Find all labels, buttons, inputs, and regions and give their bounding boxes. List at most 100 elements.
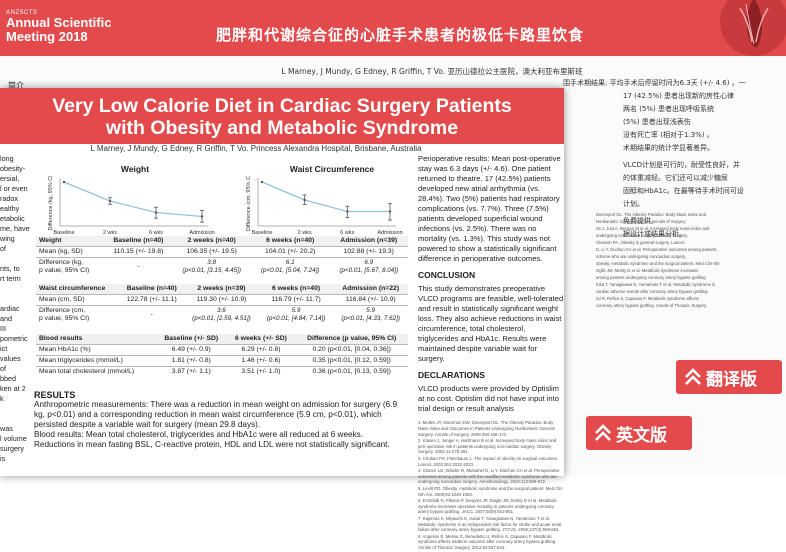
chart-x-tick-label: 6 wks xyxy=(340,230,354,236)
back-ref-line: Davenport DL. The Obesity Paradox: Body … xyxy=(596,212,707,217)
back-ref-line: Kisa T, Yanagisawa N, Yamamoto T et al. … xyxy=(596,282,716,287)
table-header-row: Blood results Baseline (+/- SD) 6 weeks … xyxy=(36,334,408,345)
results-section: RESULTS Anthropometric measurements: The… xyxy=(34,390,406,450)
table-header-cell: Waist circumference xyxy=(39,285,106,292)
table-cell: Mean total cholesterol (mmol/L) xyxy=(36,366,156,377)
back-text-line: 17 (42.5%) 患者出现新的房性心律 xyxy=(623,92,735,100)
table-row: Difference (kg, p value, 95% CI) - 3.8 (… xyxy=(36,257,408,276)
chart-point xyxy=(303,198,306,202)
back-poster-title: 肥胖和代谢综合征的心脏手术患者的极低卡路里饮食 xyxy=(215,26,584,44)
table-row: Difference (cm, p value, 95% CI) - 3.6 (… xyxy=(36,305,408,324)
table-cell: 106.35 (+/- 19.5) xyxy=(172,246,251,258)
back-ref-line: Gleason PA. Obesity in general surgery. … xyxy=(596,240,685,245)
left-column-fragment: nts, to xyxy=(0,264,20,273)
left-column-fragment: ardiac xyxy=(0,304,20,313)
table-cell: Difference (kg, p value, 95% CI) xyxy=(36,257,105,276)
table-header-cell: 6 weeks (n=40) xyxy=(271,285,321,292)
table-cell: 0.20 (p<0.01, [0.04, 0.36]) xyxy=(295,344,408,356)
reference-item: 5. Levitt PD. Obesity, metabolic syndrom… xyxy=(418,485,563,497)
left-column-fragment: long xyxy=(0,154,14,163)
back-ref-line: among patients undergoing coronary arter… xyxy=(596,275,707,280)
left-column-fragment: k xyxy=(0,394,4,403)
table-row: Mean (cm, SD) 122.78 (+/- 11.1) 119.30 (… xyxy=(36,294,408,306)
conclusion-text: This study demonstrates preoperative VLC… xyxy=(418,284,564,363)
meeting-line2: Meeting 2018 xyxy=(6,29,88,44)
table-row: Mean total cholesterol (mmol/L) 3.87 (+/… xyxy=(36,366,408,377)
back-intro-heading: 简介 xyxy=(8,81,24,90)
left-column-fragment xyxy=(0,284,34,294)
left-column-fragment: III xyxy=(0,324,6,333)
title-line-2: with Obesity and Metabolic Syndrome xyxy=(105,117,459,139)
back-text-line: 术期结果的统计学显著差异。 xyxy=(623,144,714,152)
chart-point xyxy=(108,199,112,203)
meeting-logo-text: ANZSCTS Annual Scientific Meeting 2018 xyxy=(6,10,130,44)
table-header-cell: Blood results xyxy=(39,335,83,342)
chart-point xyxy=(260,180,264,184)
left-column-fragment: etabolic xyxy=(0,214,25,223)
english-version-label: 英文版 xyxy=(616,425,667,446)
table-cell: 1.81 (+/- 0.8) xyxy=(155,355,227,367)
table-cell: 6.49 (+/- 0.9) xyxy=(155,344,227,356)
table-row: Mean (kg, SD) 110.15 (+/- 19.8) 106.35 (… xyxy=(36,246,408,258)
left-column-fragment xyxy=(0,254,34,264)
table-cell: 0.36 (p<0.01, [0.13, 0.59]) xyxy=(295,366,408,377)
back-ref-line: obesity, metabolic syndrome and the surg… xyxy=(596,261,720,266)
translated-version-button[interactable]: 翻译版 xyxy=(676,360,782,394)
left-column-fragment: rt term xyxy=(0,274,21,283)
left-column-fragment: is xyxy=(0,454,6,463)
front-poster-title: Very Low Calorie Diet in Cardiac Surgery… xyxy=(0,95,564,139)
results-paragraph: Anthropometric measurements: There was a… xyxy=(34,400,398,429)
back-references: Davenport DL. The Obesity Paradox: Body … xyxy=(596,212,784,310)
back-authors: L Marney, J Mundy, G Edney, R Griffin, T… xyxy=(281,67,583,76)
table-cell: 3.8 (p<0.01, [3.15, 4.45]) xyxy=(172,257,251,276)
results-heading: RESULTS xyxy=(34,390,76,400)
chart-point xyxy=(346,210,349,213)
table-cell: Difference (cm, p value, 95% CI) xyxy=(36,305,120,324)
english-version-button[interactable]: 英文版 xyxy=(586,416,692,450)
front-right-column: Perioperative results: Mean post-operati… xyxy=(418,154,564,552)
left-column-fragment: bbed xyxy=(0,374,16,383)
conclusion-heading: CONCLUSION xyxy=(418,270,476,280)
table-header-cell: Weight xyxy=(39,237,62,244)
references-list: 1. Mullen JT, Moorman DW, Davenport DL. … xyxy=(418,420,564,551)
left-column-fragment: l volume xyxy=(0,434,27,443)
table-header-cell: Baseline (+/- SD) xyxy=(164,335,219,342)
reference-item: 7. Kajimoto K, Miyauchi K, Kasai T, Yana… xyxy=(418,515,562,533)
chart-x-tick-label: 2 wks xyxy=(103,230,117,236)
table-header-row: Waist circumference Baseline (n=40) 2 we… xyxy=(36,284,408,295)
back-ref-line: nd R, Refice S, Capuano F. Metabolic syn… xyxy=(596,296,699,301)
meeting-line1: Annual Scientific xyxy=(6,15,112,30)
table-header-row: Weight Baseline (n=40) 2 weeks (n=40) 6 … xyxy=(36,236,408,247)
chart-point xyxy=(154,211,158,214)
back-text-line: 两名 (5%) 患者出现呼吸系统 xyxy=(623,105,715,113)
table-cell: 3.87 (+/- 1.1) xyxy=(155,366,227,377)
back-text-line: 据设计或结果分析。 xyxy=(623,230,686,238)
foreground-poster-english: Very Low Calorie Diet in Cardiac Surgery… xyxy=(0,88,564,550)
chart-y-label: Difference (kg, 95% CI) xyxy=(48,176,54,231)
left-column-fragment: obesity- xyxy=(0,164,26,173)
weight-chart: Difference (kg, 95% CI)Baseline 2 wks 6 wk… xyxy=(48,176,215,236)
left-column-fragment xyxy=(0,294,34,304)
left-column-fragment: radox xyxy=(0,194,18,203)
table-header-cell: Admission (n=39) xyxy=(340,237,398,244)
declarations-text: VLCD products were provided by Optislim … xyxy=(418,384,559,413)
table-header-cell: 2 weeks (n=40) xyxy=(187,237,236,244)
reference-item: 8. Angeloni E, Melina G, Benedetto U, Re… xyxy=(418,533,557,551)
left-column-fragment: l or even xyxy=(0,184,28,193)
chart-x-tick-label: Baseline xyxy=(251,230,272,236)
left-column-fragment: ersial, xyxy=(0,174,20,183)
back-text-line: 的体重减轻。它们还可以减少糖尿 xyxy=(623,174,728,182)
weight-table: Weight Baseline (n=40) 2 weeks (n=40) 6 … xyxy=(36,236,408,276)
left-column-fragment xyxy=(0,404,34,414)
table-cell: 3.6 (p<0.01, [2.59, 4.51]) xyxy=(184,305,259,324)
back-ref-line: undergoing non-cardiac surgery. Obesity … xyxy=(596,233,689,238)
table-cell: 110.15 (+/- 19.8) xyxy=(104,246,173,258)
waist-table: Waist circumference Baseline (n=40) 2 we… xyxy=(36,284,408,324)
back-ref-line: coronary artery bypass grafting. Annals … xyxy=(596,303,708,308)
left-column-fragment: of xyxy=(0,364,6,373)
reference-item: 1. Mullen JT, Moorman DW, Davenport DL. … xyxy=(418,420,555,437)
table-cell: - xyxy=(104,257,173,276)
reference-item: 4. Glance LG, Wissler R, Mukamel D, Li Y… xyxy=(418,467,560,485)
table-cell: Mean (cm, SD) xyxy=(36,294,120,306)
table-cell: 3.51 (+/- 1.0) xyxy=(226,366,296,377)
